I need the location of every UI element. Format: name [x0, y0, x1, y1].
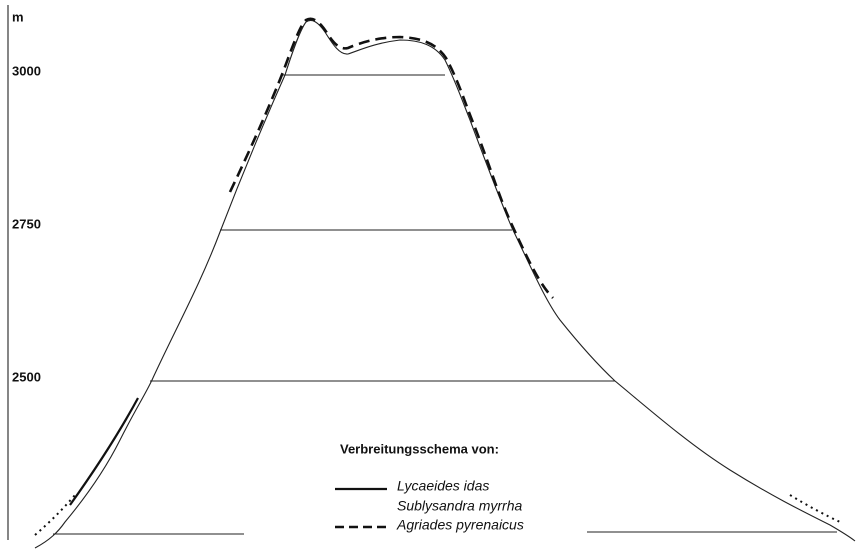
tick-label: 2750 [12, 216, 41, 231]
legend-item: Sublysandra myrrha [397, 498, 522, 514]
page: m 3000 2750 2500 Verbreitungsschema von:… [0, 0, 860, 559]
tick-label: 3000 [12, 63, 41, 78]
tick-label: 2500 [12, 369, 41, 384]
diagram: m 3000 2750 2500 Verbreitungsschema von:… [0, 0, 860, 559]
legend-item: Lycaeides idas [397, 478, 489, 494]
mountain-profile [35, 20, 855, 548]
range-dotted [35, 495, 75, 535]
legend-title: Verbreitungsschema von: [340, 441, 499, 456]
legend-item: Agriades pyrenaicus [396, 517, 524, 533]
range-dashed [230, 19, 553, 298]
range-solid [70, 398, 138, 505]
axis-unit: m [12, 9, 24, 24]
